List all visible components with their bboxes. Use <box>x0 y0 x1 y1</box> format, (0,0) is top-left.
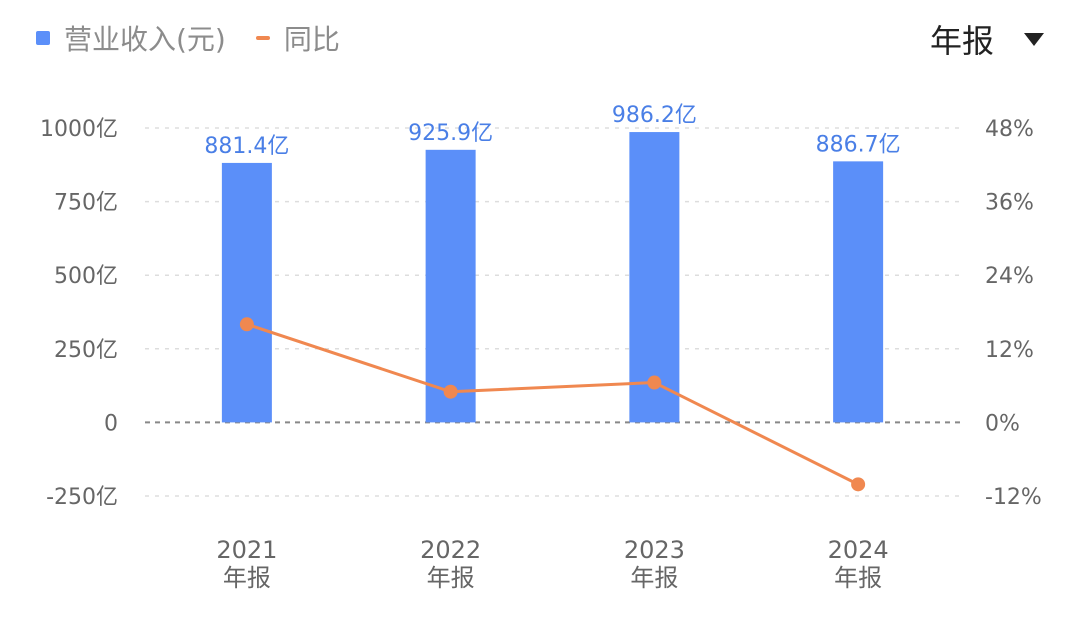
x-tick-label: 2021 <box>216 536 277 564</box>
y-right-tick-label: 24% <box>985 264 1034 289</box>
y-right-tick-label: 48% <box>985 117 1034 142</box>
y-right-tick-label: 36% <box>985 191 1034 216</box>
revenue-bar[interactable] <box>833 161 884 423</box>
bar-value-label: 986.2亿 <box>612 103 697 128</box>
y-right-tick-label: -12% <box>985 485 1042 510</box>
y-left-tick-label: 250亿 <box>54 338 118 363</box>
y-right-tick-label: 12% <box>985 338 1034 363</box>
legend-revenue-label: 营业收入(元) <box>64 23 226 56</box>
legend-yoy-label: 同比 <box>283 23 340 56</box>
y-left-tick-label: 500亿 <box>54 264 118 289</box>
bar-value-label: 925.9亿 <box>408 121 493 146</box>
legend: 营业收入(元) 同比 <box>36 18 340 58</box>
revenue-bar[interactable] <box>221 162 272 423</box>
legend-item-revenue[interactable]: 营业收入(元) <box>36 18 226 58</box>
yoy-line <box>246 322 859 486</box>
caret-down-icon <box>1024 32 1044 46</box>
period-dropdown[interactable]: 年报 <box>930 16 1044 62</box>
x-tick-label: 年报 <box>834 564 882 592</box>
line-series <box>239 317 866 492</box>
x-tick-label: 年报 <box>630 564 678 592</box>
bar-value-label: 886.7亿 <box>816 132 901 157</box>
yoy-point[interactable] <box>443 384 458 399</box>
legend-item-yoy[interactable]: 同比 <box>255 18 340 58</box>
y-left-tick-label: 750亿 <box>54 191 118 216</box>
x-tick-label: 年报 <box>427 564 475 592</box>
bar-data-labels: 881.4亿 925.9亿 986.2亿 886.7亿 <box>204 103 900 159</box>
x-tick-label: 年报 <box>223 564 271 592</box>
y-left-tick-label: 0 <box>104 411 118 436</box>
x-tick-label: 2023 <box>624 536 685 564</box>
yoy-point[interactable] <box>239 317 254 332</box>
yoy-point[interactable] <box>647 375 662 390</box>
x-tick-label: 2024 <box>828 536 889 564</box>
y-axis-right: 48% 36% 24% 12% 0% -12% <box>985 117 1042 510</box>
y-left-tick-label: -250亿 <box>46 485 118 510</box>
y-axis-left: 1000亿 750亿 500亿 250亿 0 -250亿 <box>40 117 118 510</box>
y-left-tick-label: 1000亿 <box>40 117 118 142</box>
revenue-bar[interactable] <box>425 149 476 423</box>
period-label: 年报 <box>929 22 994 60</box>
bar-value-label: 881.4亿 <box>204 134 289 159</box>
bar-series <box>221 132 884 423</box>
x-tick-label: 2022 <box>420 536 481 564</box>
yoy-point[interactable] <box>851 477 866 492</box>
y-right-tick-label: 0% <box>985 411 1020 436</box>
legend-line-swatch <box>255 36 270 40</box>
legend-bar-swatch <box>36 31 50 45</box>
revenue-bar[interactable] <box>629 132 680 423</box>
